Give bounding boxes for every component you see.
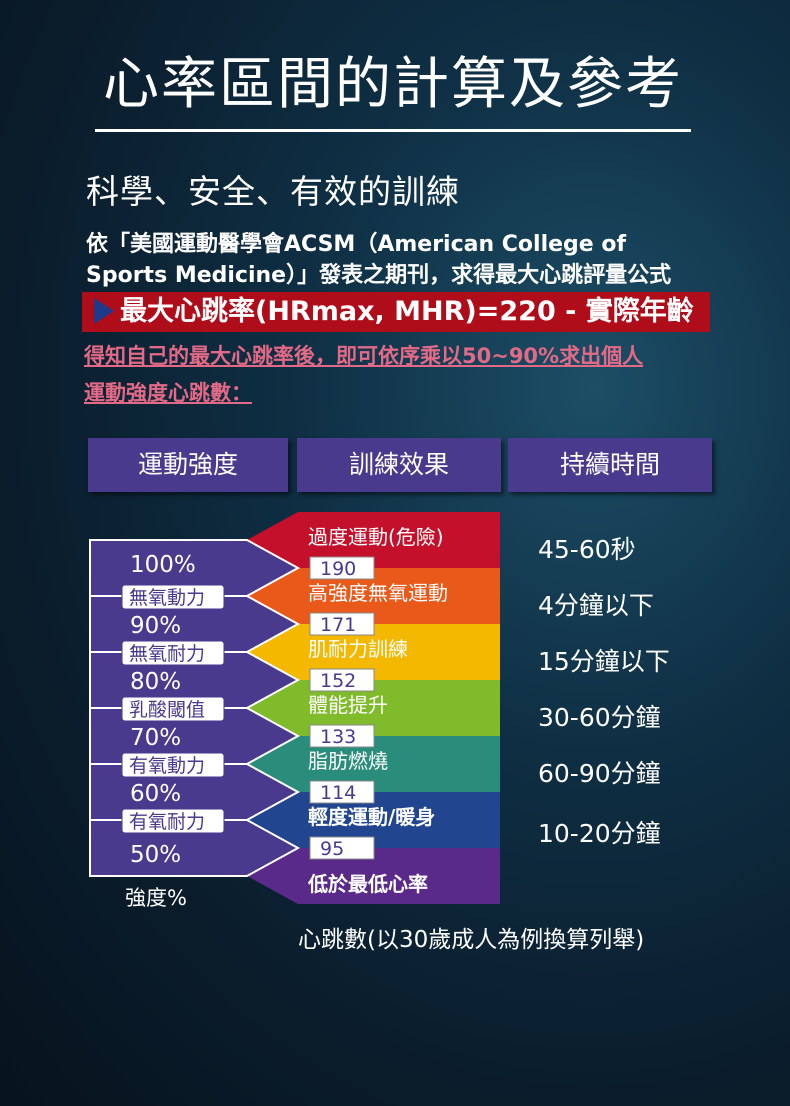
duration-aerobic-power: 60-90分鐘 [538, 759, 661, 788]
header-effect: 訓練效果 [297, 438, 501, 492]
band-anaerobic-power [247, 568, 500, 624]
effect-muscle-endurance: 肌耐力訓練 [308, 637, 408, 661]
effect-warmup: 輕度運動/暖身 [308, 805, 435, 829]
band-overtraining [247, 512, 500, 568]
triangle-bullet-icon [94, 298, 114, 324]
band-lactate-threshold [247, 680, 500, 736]
label-anaerobic-power: 無氧動力 [129, 587, 205, 609]
note-line-1: 得知自己的最大心跳率後，即可依序乘以50~90%求出個人 [84, 344, 644, 368]
formula-banner: 最大心跳率(HRmax, MHR)=220 - 實際年齡 [82, 292, 710, 332]
percent-80: 80% [130, 669, 181, 695]
hr-171: 171 [320, 614, 356, 636]
hr-95: 95 [320, 838, 344, 860]
page-title: 心率區間的計算及參考 [103, 52, 683, 117]
percent-90: 90% [130, 613, 181, 639]
header-duration: 持續時間 [508, 438, 712, 492]
duration-aerobic-endurance: 10-20分鐘 [538, 819, 661, 848]
label-lactate-threshold: 乳酸閾值 [129, 699, 205, 721]
x-axis-label: 強度% [125, 886, 187, 910]
hr-box-171 [309, 612, 375, 636]
percent-100: 100% [130, 552, 196, 578]
effect-fat-burning: 脂肪燃燒 [308, 749, 388, 773]
intro-line-1: 依「美國運動醫學會ACSM（American College of [86, 232, 627, 257]
label-anaerobic-endurance: 無氧耐力 [129, 643, 205, 665]
effect-below-minimum: 低於最低心率 [307, 872, 428, 896]
hr-box-133 [309, 724, 375, 748]
band-aerobic-endurance [247, 792, 500, 848]
hr-box-190 [309, 556, 375, 580]
effect-overtraining: 過度運動(危險) [308, 525, 444, 549]
hr-152: 152 [320, 670, 356, 692]
label-box-aerobic-endurance [121, 808, 225, 834]
hr-box-114 [309, 780, 375, 804]
label-box-lactate-threshold [121, 696, 225, 722]
formula-text: 最大心跳率(HRmax, MHR)=220 - 實際年齡 [120, 296, 694, 327]
hr-190: 190 [320, 558, 356, 580]
subtitle: 科學、安全、有效的訓練 [86, 172, 460, 211]
band-aerobic-power [247, 736, 500, 792]
diagram-caption: 心跳數(以30歲成人為例換算列舉) [298, 927, 645, 953]
percent-70: 70% [130, 725, 181, 751]
percent-50: 50% [130, 842, 181, 868]
duration-anaerobic-endurance: 15分鐘以下 [538, 647, 670, 676]
label-box-aerobic-power [121, 752, 225, 778]
label-box-anaerobic-endurance [121, 640, 225, 666]
intro-line-2: Sports Medicine）」發表之期刊，求得最大心跳評量公式 [86, 263, 672, 288]
title-underline [95, 129, 691, 132]
percent-60: 60% [130, 781, 181, 807]
effect-high-intensity-anaerobic: 高強度無氧運動 [308, 581, 448, 605]
band-anaerobic-endurance [247, 624, 500, 680]
hr-114: 114 [320, 782, 356, 804]
duration-overtraining: 45-60秒 [538, 535, 636, 564]
hr-box-152 [309, 668, 375, 692]
hr-box-95 [309, 836, 375, 860]
header-intensity: 運動強度 [88, 438, 288, 492]
zone-arrow-100-90 [89, 539, 301, 597]
label-aerobic-endurance: 有氧耐力 [129, 811, 205, 833]
effect-fitness: 體能提升 [308, 693, 388, 717]
band-below-minimum [247, 848, 500, 904]
label-box-anaerobic-power [121, 584, 225, 610]
duration-anaerobic-power: 4分鐘以下 [538, 591, 654, 620]
duration-lactate-threshold: 30-60分鐘 [538, 703, 661, 732]
label-aerobic-power: 有氧動力 [129, 755, 205, 777]
hr-133: 133 [320, 726, 356, 748]
note-line-2: 運動強度心跳數： [84, 381, 252, 405]
